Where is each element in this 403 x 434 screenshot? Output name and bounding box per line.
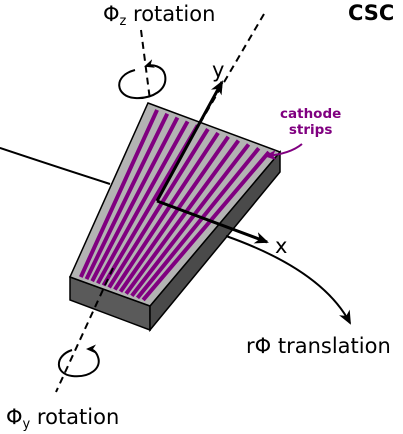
y-axis-label: y [212,58,225,82]
cathode-strip [135,146,261,300]
cathode-strip [124,139,241,295]
x-axis-arrow [156,199,269,244]
x-axis-label: x [275,234,288,258]
cathode-strip [130,143,251,298]
cathode-strip [96,120,190,285]
rphi-translation-label: rΦ translation [246,334,391,358]
y-axis-arrow [155,80,224,202]
phi-z-rotation-arrow-icon [118,59,167,100]
phi-y-axis-line [195,13,265,131]
phi-z-rotation-label: Φz rotation [103,2,216,29]
cathode-strips [79,109,271,302]
cathode-strip [101,124,200,287]
cathode-strip [90,116,180,283]
cathode-label-line2: strips [288,122,333,139]
cathode-annotation-arrow [264,143,303,161]
cathode-strip [141,150,271,302]
phi-y-rotation-label: Φy rotation [6,405,120,432]
rphi-translation-arc-front [225,235,351,325]
phi-y-rotation-arrow-icon [57,344,100,378]
csc-title: CSC [348,1,395,25]
cathode-label-line1: cathode [280,106,342,122]
cathode-strips-label: cathode strips [280,106,341,138]
cathode-strip [79,109,159,278]
cathode-strip [107,128,210,289]
phi-y-axis-line-lower [55,267,114,393]
cathode-strip [84,112,170,281]
cathode-strip [113,131,220,291]
cathode-strip [118,135,230,293]
rphi-translation-arc [0,138,111,185]
